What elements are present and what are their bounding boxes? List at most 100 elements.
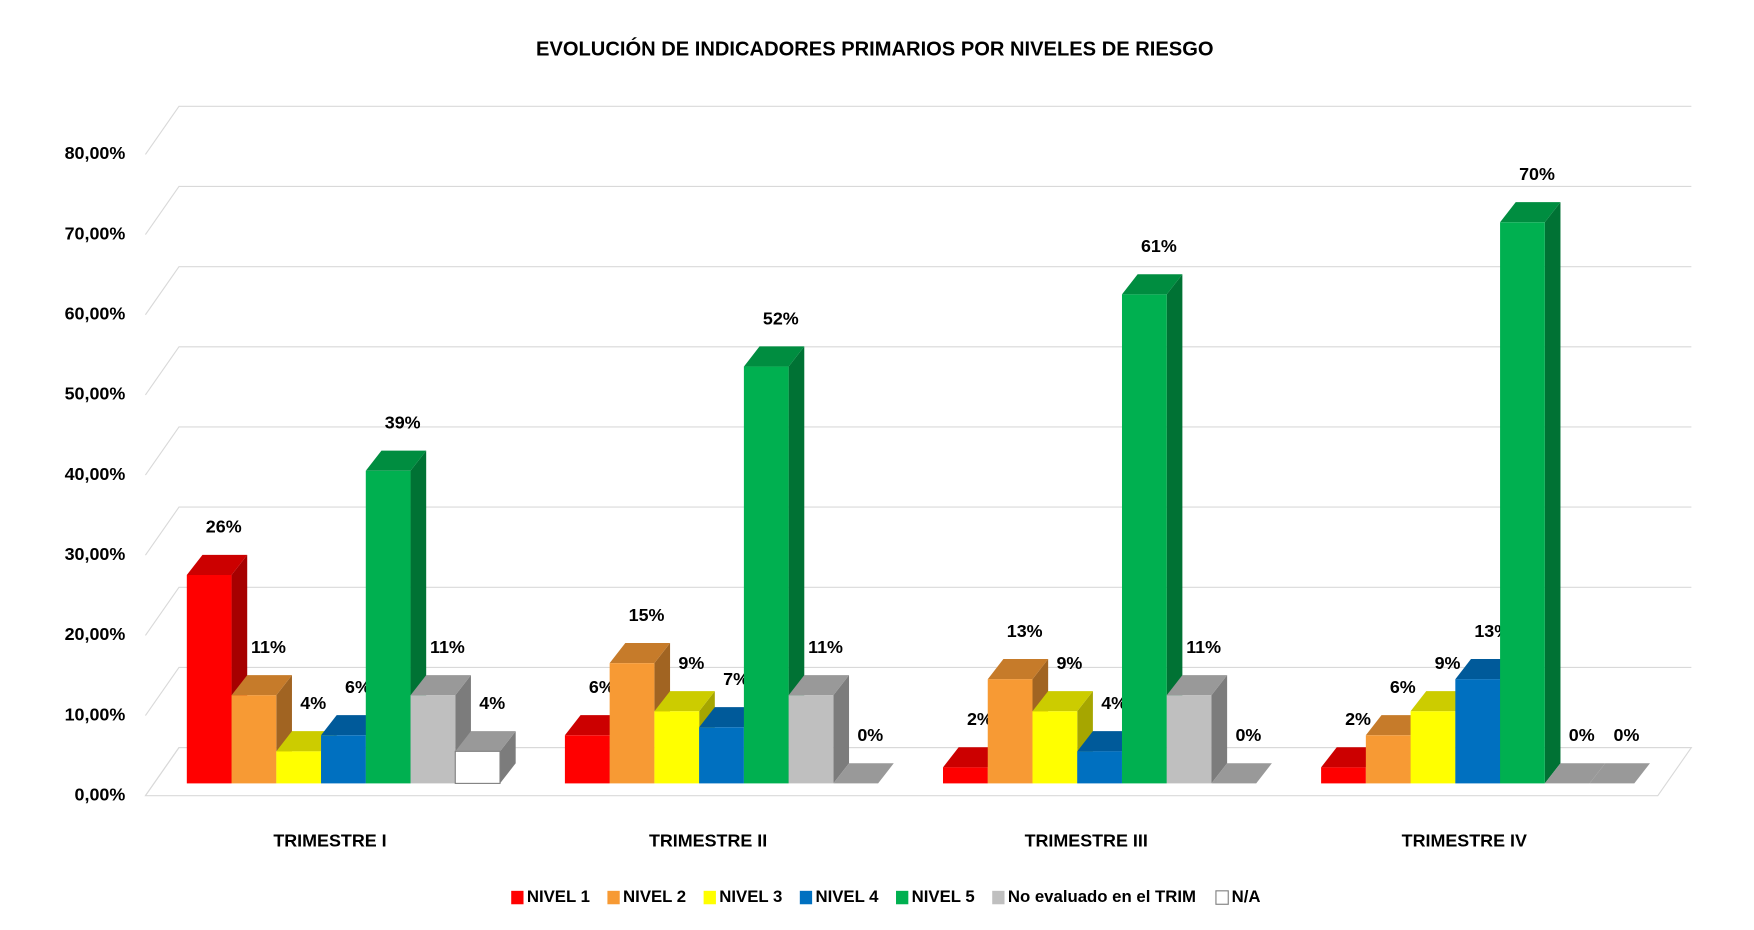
bar-front (276, 751, 322, 784)
y-tick-label: 80,00% (65, 143, 126, 163)
legend-label: NIVEL 1 (527, 887, 590, 906)
bar-top (410, 675, 471, 696)
bar (454, 731, 516, 784)
value-label: 2% (1345, 709, 1371, 729)
value-label: 11% (1186, 637, 1221, 657)
bar (410, 675, 471, 784)
value-label: 0% (857, 725, 883, 745)
bar-front (1032, 711, 1078, 784)
legend-swatch (799, 890, 813, 905)
y-tick-label: 30,00% (65, 544, 126, 564)
bar-front (365, 470, 411, 784)
bar (1500, 202, 1561, 784)
bar (788, 675, 850, 784)
bar-front (321, 735, 366, 784)
value-label: 9% (678, 653, 704, 673)
value-label: 7% (723, 669, 749, 689)
bar-top (1211, 763, 1272, 784)
value-label: 13% (1007, 621, 1043, 641)
y-tick-label: 60,00% (65, 303, 126, 323)
bar-front (1500, 222, 1545, 784)
y-tick-label: 40,00% (65, 464, 126, 484)
grid-line (144, 346, 1692, 396)
value-label: 39% (385, 413, 421, 433)
value-label: 0% (1235, 725, 1261, 745)
bar (654, 691, 715, 784)
value-label: 6% (589, 677, 615, 697)
bar (1589, 763, 1650, 784)
bar-top (1500, 202, 1561, 223)
bar-front (788, 695, 834, 784)
bar (1166, 675, 1228, 784)
legend-swatch (992, 890, 1005, 905)
value-label: 15% (629, 605, 665, 625)
bar-front (654, 711, 700, 784)
bar-top (1544, 763, 1606, 784)
bar-top (788, 675, 850, 696)
value-label: 11% (808, 637, 843, 657)
legend-swatch (896, 890, 909, 905)
bar-top (1589, 763, 1650, 784)
bar-top (609, 643, 671, 664)
x-tick-label: TRIMESTRE II (649, 830, 767, 850)
bar-top (1121, 274, 1183, 295)
bar-top (987, 659, 1049, 680)
bar-top (455, 731, 516, 752)
bar-top (1166, 675, 1228, 696)
bar-side (833, 675, 850, 784)
legend-label: No evaluado en el TRIM (1008, 887, 1196, 906)
x-tick-label: TRIMESTRE I (273, 830, 386, 850)
y-tick-label: 50,00% (65, 384, 126, 404)
grid-line (144, 426, 1692, 476)
bar (833, 763, 894, 784)
grid-line (144, 105, 1692, 155)
value-label: 9% (1056, 653, 1082, 673)
bar-front (410, 695, 456, 784)
bar-front (1166, 695, 1212, 784)
floor (144, 747, 1693, 797)
y-tick-label: 70,00% (65, 223, 126, 243)
y-tick-label: 10,00% (65, 704, 126, 724)
bar-front (1455, 679, 1501, 784)
bar-front (1077, 751, 1122, 784)
legend-label: NIVEL 4 (815, 887, 879, 906)
value-label: 0% (1569, 725, 1595, 745)
value-label: 6% (345, 677, 371, 697)
x-tick-label: TRIMESTRE III (1025, 830, 1148, 850)
y-tick-label: 20,00% (65, 624, 126, 644)
bar (1544, 763, 1606, 784)
legend-swatch (607, 890, 620, 905)
bar-front (454, 750, 501, 784)
x-tick-label: TRIMESTRE IV (1402, 830, 1527, 850)
bar-top (231, 675, 292, 696)
value-label: 4% (300, 693, 326, 713)
bar-front (1410, 711, 1456, 784)
bar-top (654, 691, 715, 712)
value-label: 6% (1390, 677, 1416, 697)
bar (186, 554, 248, 784)
legend-label: NIVEL 2 (623, 887, 686, 906)
value-label: 0% (1614, 725, 1640, 745)
bar (1211, 763, 1272, 784)
value-label: 2% (967, 709, 993, 729)
value-label: 52% (763, 308, 799, 328)
bar-side (500, 731, 516, 784)
y-tick-label: 0,00% (75, 784, 126, 804)
value-label: 61% (1141, 236, 1177, 256)
chart-title: EVOLUCIÓN DE INDICADORES PRIMARIOS POR N… (536, 37, 1213, 61)
bar (1121, 274, 1183, 784)
grid-line (144, 266, 1692, 316)
bar-side (788, 346, 805, 784)
bar-front (186, 574, 232, 784)
bar-top (186, 554, 248, 575)
value-label: 26% (206, 517, 242, 537)
bar-top (1032, 691, 1093, 712)
bar-front (1121, 294, 1167, 784)
bar-front (609, 663, 655, 784)
bar (743, 346, 805, 784)
grid-line (144, 506, 1692, 556)
value-label: 11% (251, 637, 286, 657)
bar-top (365, 450, 427, 471)
legend-label: NIVEL 5 (912, 887, 975, 906)
